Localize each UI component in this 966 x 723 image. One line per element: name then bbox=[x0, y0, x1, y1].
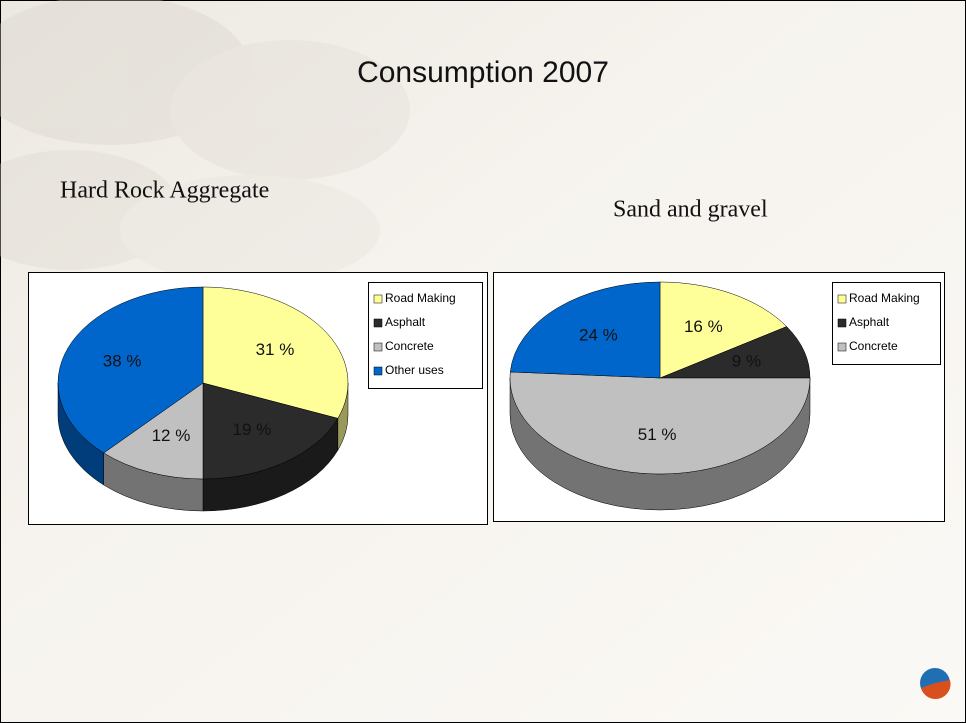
legend-swatch bbox=[373, 294, 383, 304]
data-label: 38 % bbox=[103, 351, 142, 370]
slide-title: Consumption 2007 bbox=[357, 56, 609, 89]
legend-label: Asphalt bbox=[849, 315, 890, 329]
legend-label: Asphalt bbox=[385, 315, 426, 329]
logo bbox=[920, 668, 951, 700]
legend-swatch bbox=[837, 294, 847, 304]
legend-swatch bbox=[837, 318, 847, 328]
legend-box bbox=[368, 282, 483, 389]
data-label: 31 % bbox=[256, 340, 295, 359]
pie-slice bbox=[202, 286, 349, 419]
data-label: 9 % bbox=[732, 351, 761, 370]
pie-slice bbox=[659, 326, 811, 379]
pie-slice bbox=[103, 382, 204, 480]
data-label: 12 % bbox=[152, 426, 191, 445]
legend-label: Concrete bbox=[385, 339, 434, 353]
pie-slice bbox=[202, 382, 339, 480]
legend-label: Other uses bbox=[385, 363, 444, 377]
data-label: 51 % bbox=[638, 425, 677, 444]
legend-label: Road Making bbox=[385, 291, 456, 305]
data-label: 24 % bbox=[579, 325, 618, 344]
pie-slice bbox=[659, 281, 788, 379]
pie-slice bbox=[510, 281, 661, 379]
legend-label: Road Making bbox=[849, 291, 920, 305]
chart-title: Hard Rock Aggregate bbox=[60, 178, 269, 204]
stones bbox=[0, 0, 410, 285]
chart-title: Sand and gravel bbox=[613, 197, 768, 223]
data-label: 19 % bbox=[233, 420, 272, 439]
legend-swatch bbox=[373, 366, 383, 376]
legend-swatch bbox=[373, 342, 383, 352]
legend-swatch bbox=[373, 318, 383, 328]
legend-label: Concrete bbox=[849, 339, 898, 353]
pie-slice bbox=[57, 286, 204, 454]
legend-box bbox=[832, 282, 941, 365]
legend-swatch bbox=[837, 342, 847, 352]
data-label: 16 % bbox=[684, 317, 723, 336]
pie-slice bbox=[509, 371, 811, 475]
